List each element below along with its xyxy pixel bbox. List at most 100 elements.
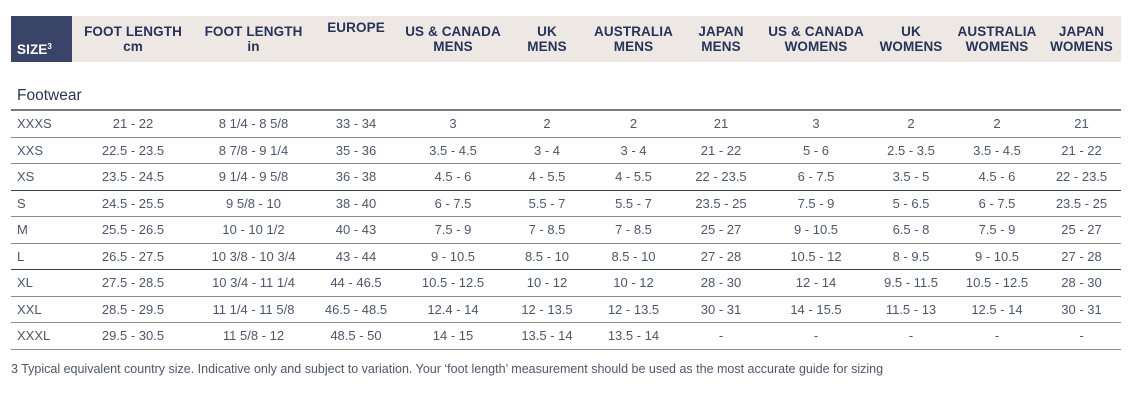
- size-value-cell: 25 - 27: [1042, 216, 1121, 244]
- table-row: XXL 28.5 - 29.5 11 1/4 - 11 5/8 46.5 - 48.5…: [11, 296, 1121, 323]
- size-value-cell: 3.5 - 5: [870, 163, 952, 191]
- size-value-cell: 8.5 - 10: [507, 243, 587, 270]
- header-size-label: SIZE: [17, 42, 48, 57]
- header-australia-womens: AUSTRALIA WOMENS: [952, 16, 1042, 62]
- header-line2: MENS: [527, 39, 567, 54]
- size-label-cell: XXS: [11, 137, 72, 164]
- header-us-canada-mens: US & CANADA MENS: [399, 16, 507, 62]
- size-value-cell: 3: [399, 110, 507, 138]
- header-line2: MENS: [613, 39, 654, 54]
- size-value-cell: 36 - 38: [313, 163, 399, 191]
- size-label-cell: L: [11, 243, 72, 270]
- size-value-cell: 10.5 - 12.5: [952, 269, 1042, 297]
- size-value-cell: 8 - 9.5: [870, 243, 952, 270]
- header-australia-mens: AUSTRALIA MENS: [587, 16, 680, 62]
- size-value-cell: 33 - 34: [313, 110, 399, 138]
- size-value-cell: 30 - 31: [1042, 296, 1121, 323]
- size-value-cell: 9.5 - 11.5: [870, 269, 952, 297]
- header-line2: WOMENS: [784, 39, 848, 54]
- size-value-cell: 44 - 46.5: [313, 269, 399, 297]
- size-chart: SIZE3 FOOT LENGTH cm FOOT LENGTH in EUROPE…: [11, 16, 1121, 376]
- header-line2: WOMENS: [965, 39, 1029, 54]
- size-value-cell: 5 - 6: [762, 137, 870, 164]
- size-value-cell: 8 1/4 - 8 5/8: [194, 110, 313, 138]
- size-value-cell: 7 - 8.5: [507, 216, 587, 244]
- footnote-marker: 3: [47, 42, 52, 51]
- size-value-cell: 10.5 - 12: [762, 243, 870, 270]
- size-value-cell: 29.5 - 30.5: [72, 322, 194, 350]
- header-line2: WOMENS: [879, 39, 943, 54]
- size-value-cell: 12 - 13.5: [507, 296, 587, 323]
- table-body: Footwear: [11, 62, 1121, 111]
- header-japan-womens: JAPAN WOMENS: [1042, 16, 1121, 62]
- header-line1: US & CANADA: [405, 24, 501, 39]
- table-row: XS 23.5 - 24.5 9 1/4 - 9 5/8 36 - 38 4.5 - 6…: [11, 163, 1121, 191]
- size-value-cell: 28.5 - 29.5: [72, 296, 194, 323]
- header-row: SIZE3 FOOT LENGTH cm FOOT LENGTH in EUROPE…: [11, 16, 1121, 62]
- size-value-cell: 2: [587, 110, 680, 138]
- header-line1: FOOT LENGTH: [204, 24, 303, 39]
- size-value-cell: 30 - 31: [680, 296, 762, 323]
- size-value-cell: 27 - 28: [1042, 243, 1121, 270]
- size-value-cell: 6 - 7.5: [762, 163, 870, 191]
- size-value-cell: 21 - 22: [72, 110, 194, 138]
- size-value-cell: 9 5/8 - 10: [194, 190, 313, 217]
- size-value-cell: 5.5 - 7: [587, 190, 680, 217]
- size-value-cell: 11 1/4 - 11 5/8: [194, 296, 313, 323]
- header-line1: UK: [901, 24, 921, 39]
- size-value-cell: 4 - 5.5: [507, 163, 587, 191]
- header-line2: cm: [123, 39, 143, 54]
- table-row: XXXS 21 - 22 8 1/4 - 8 5/8 33 - 34 3 2 2 21 3 2 2 2…: [11, 110, 1121, 138]
- header-size: SIZE3: [11, 16, 72, 62]
- size-rows: XXXS 21 - 22 8 1/4 - 8 5/8 33 - 34 3 2 2 21 3 2 2 2…: [11, 110, 1121, 350]
- size-value-cell: 3.5 - 4.5: [399, 137, 507, 164]
- size-value-cell: 2: [952, 110, 1042, 138]
- size-value-cell: 6.5 - 8: [870, 216, 952, 244]
- size-value-cell: 4.5 - 6: [399, 163, 507, 191]
- size-value-cell: 27.5 - 28.5: [72, 269, 194, 297]
- size-value-cell: 7 - 8.5: [587, 216, 680, 244]
- size-value-cell: 2: [870, 110, 952, 138]
- size-label-cell: XXXS: [11, 110, 72, 138]
- size-label-cell: S: [11, 190, 72, 217]
- footnote: 3 Typical equivalent country size. Indic…: [11, 361, 884, 376]
- size-value-cell: 11 5/8 - 12: [194, 322, 313, 350]
- size-value-cell: 5 - 6.5: [870, 190, 952, 217]
- table-row: L 26.5 - 27.5 10 3/8 - 10 3/4 43 - 44 9 - 10…: [11, 243, 1121, 270]
- size-chart-table: SIZE3 FOOT LENGTH cm FOOT LENGTH in EUROPE…: [11, 16, 1121, 350]
- size-value-cell: 5.5 - 7: [507, 190, 587, 217]
- header-us-canada-womens: US & CANADA WOMENS: [762, 16, 870, 62]
- header-uk-mens: UK MENS: [507, 16, 587, 62]
- size-value-cell: 12 - 14: [762, 269, 870, 297]
- size-value-cell: 3: [762, 110, 870, 138]
- size-value-cell: 7.5 - 9: [399, 216, 507, 244]
- header-line1: EUROPE: [327, 20, 385, 35]
- size-value-cell: 23.5 - 24.5: [72, 163, 194, 191]
- header-line1: FOOT LENGTH: [84, 24, 182, 39]
- size-value-cell: 38 - 40: [313, 190, 399, 217]
- size-value-cell: 7.5 - 9: [762, 190, 870, 217]
- size-value-cell: -: [1042, 322, 1121, 350]
- size-value-cell: 48.5 - 50: [313, 322, 399, 350]
- header-europe: EUROPE: [313, 16, 399, 62]
- size-value-cell: 6 - 7.5: [952, 190, 1042, 217]
- size-value-cell: 12 - 13.5: [587, 296, 680, 323]
- size-value-cell: 11.5 - 13: [870, 296, 952, 323]
- size-value-cell: 35 - 36: [313, 137, 399, 164]
- size-value-cell: 10 - 10 1/2: [194, 216, 313, 244]
- header-line1: UK: [537, 24, 557, 39]
- size-value-cell: 22 - 23.5: [680, 163, 762, 191]
- size-value-cell: 9 1/4 - 9 5/8: [194, 163, 313, 191]
- size-value-cell: -: [952, 322, 1042, 350]
- size-value-cell: 46.5 - 48.5: [313, 296, 399, 323]
- size-label-cell: XXXL: [11, 322, 72, 350]
- size-value-cell: 10.5 - 12.5: [399, 269, 507, 297]
- size-value-cell: 4.5 - 6: [952, 163, 1042, 191]
- header-line2: WOMENS: [1050, 39, 1113, 54]
- header-line2: MENS: [701, 39, 741, 54]
- size-value-cell: 10 - 12: [507, 269, 587, 297]
- size-value-cell: 28 - 30: [1042, 269, 1121, 297]
- size-value-cell: 3 - 4: [507, 137, 587, 164]
- header-line1: AUSTRALIA: [594, 24, 673, 39]
